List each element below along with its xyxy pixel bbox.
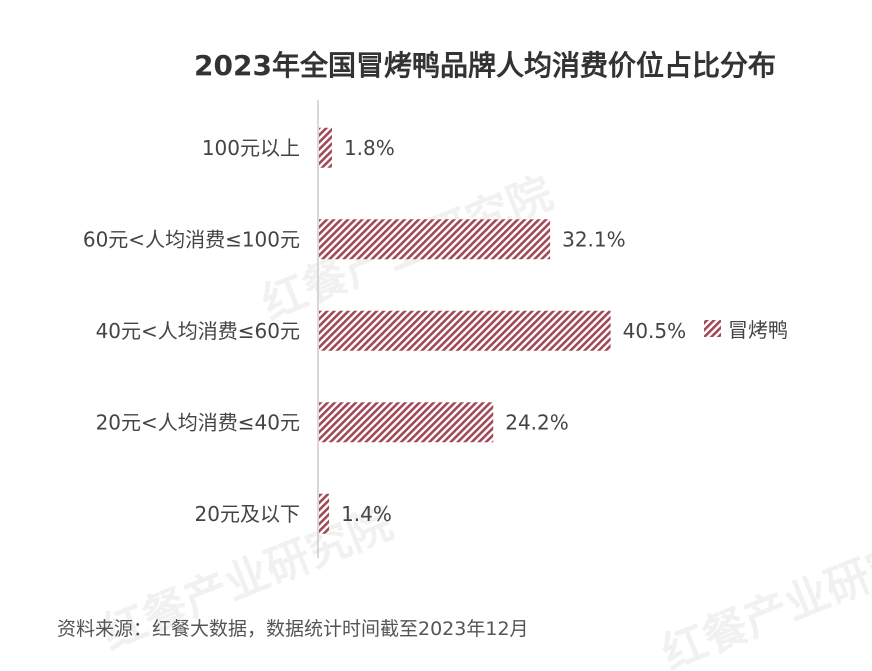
legend-swatch [704,320,721,337]
value-label: 1.8% [344,136,395,160]
value-label: 24.2% [505,410,569,434]
category-label: 20元及以下 [195,502,300,526]
value-labels: 1.8% 32.1% 40.5% 24.2% 1.4% [341,136,686,526]
category-label: 100元以上 [202,136,300,160]
legend-label: 冒烤鸭 [728,318,788,342]
category-labels: 100元以上 60元<人均消费≤100元 40元<人均消费≤60元 20元<人均消费≤… [83,136,300,526]
value-label: 1.4% [341,502,392,526]
watermark-text-corner: 红餐产业研究院 [655,518,872,671]
value-label: 32.1% [562,227,626,251]
source-note: 资料来源：红餐大数据，数据统计时间截至2023年12月 [57,618,529,640]
bar [319,310,611,351]
category-label: 60元<人均消费≤100元 [83,227,300,251]
bar [319,219,551,260]
chart-title: 2023年全国冒烤鸭品牌人均消费价位占比分布 [194,49,776,82]
value-label: 40.5% [623,319,687,343]
bar [319,127,332,168]
bar [319,402,494,443]
legend: 冒烤鸭 [704,318,788,342]
category-label: 40元<人均消费≤60元 [96,319,300,343]
bars [319,127,611,534]
category-label: 20元<人均消费≤40元 [96,410,300,434]
bar [319,493,330,534]
